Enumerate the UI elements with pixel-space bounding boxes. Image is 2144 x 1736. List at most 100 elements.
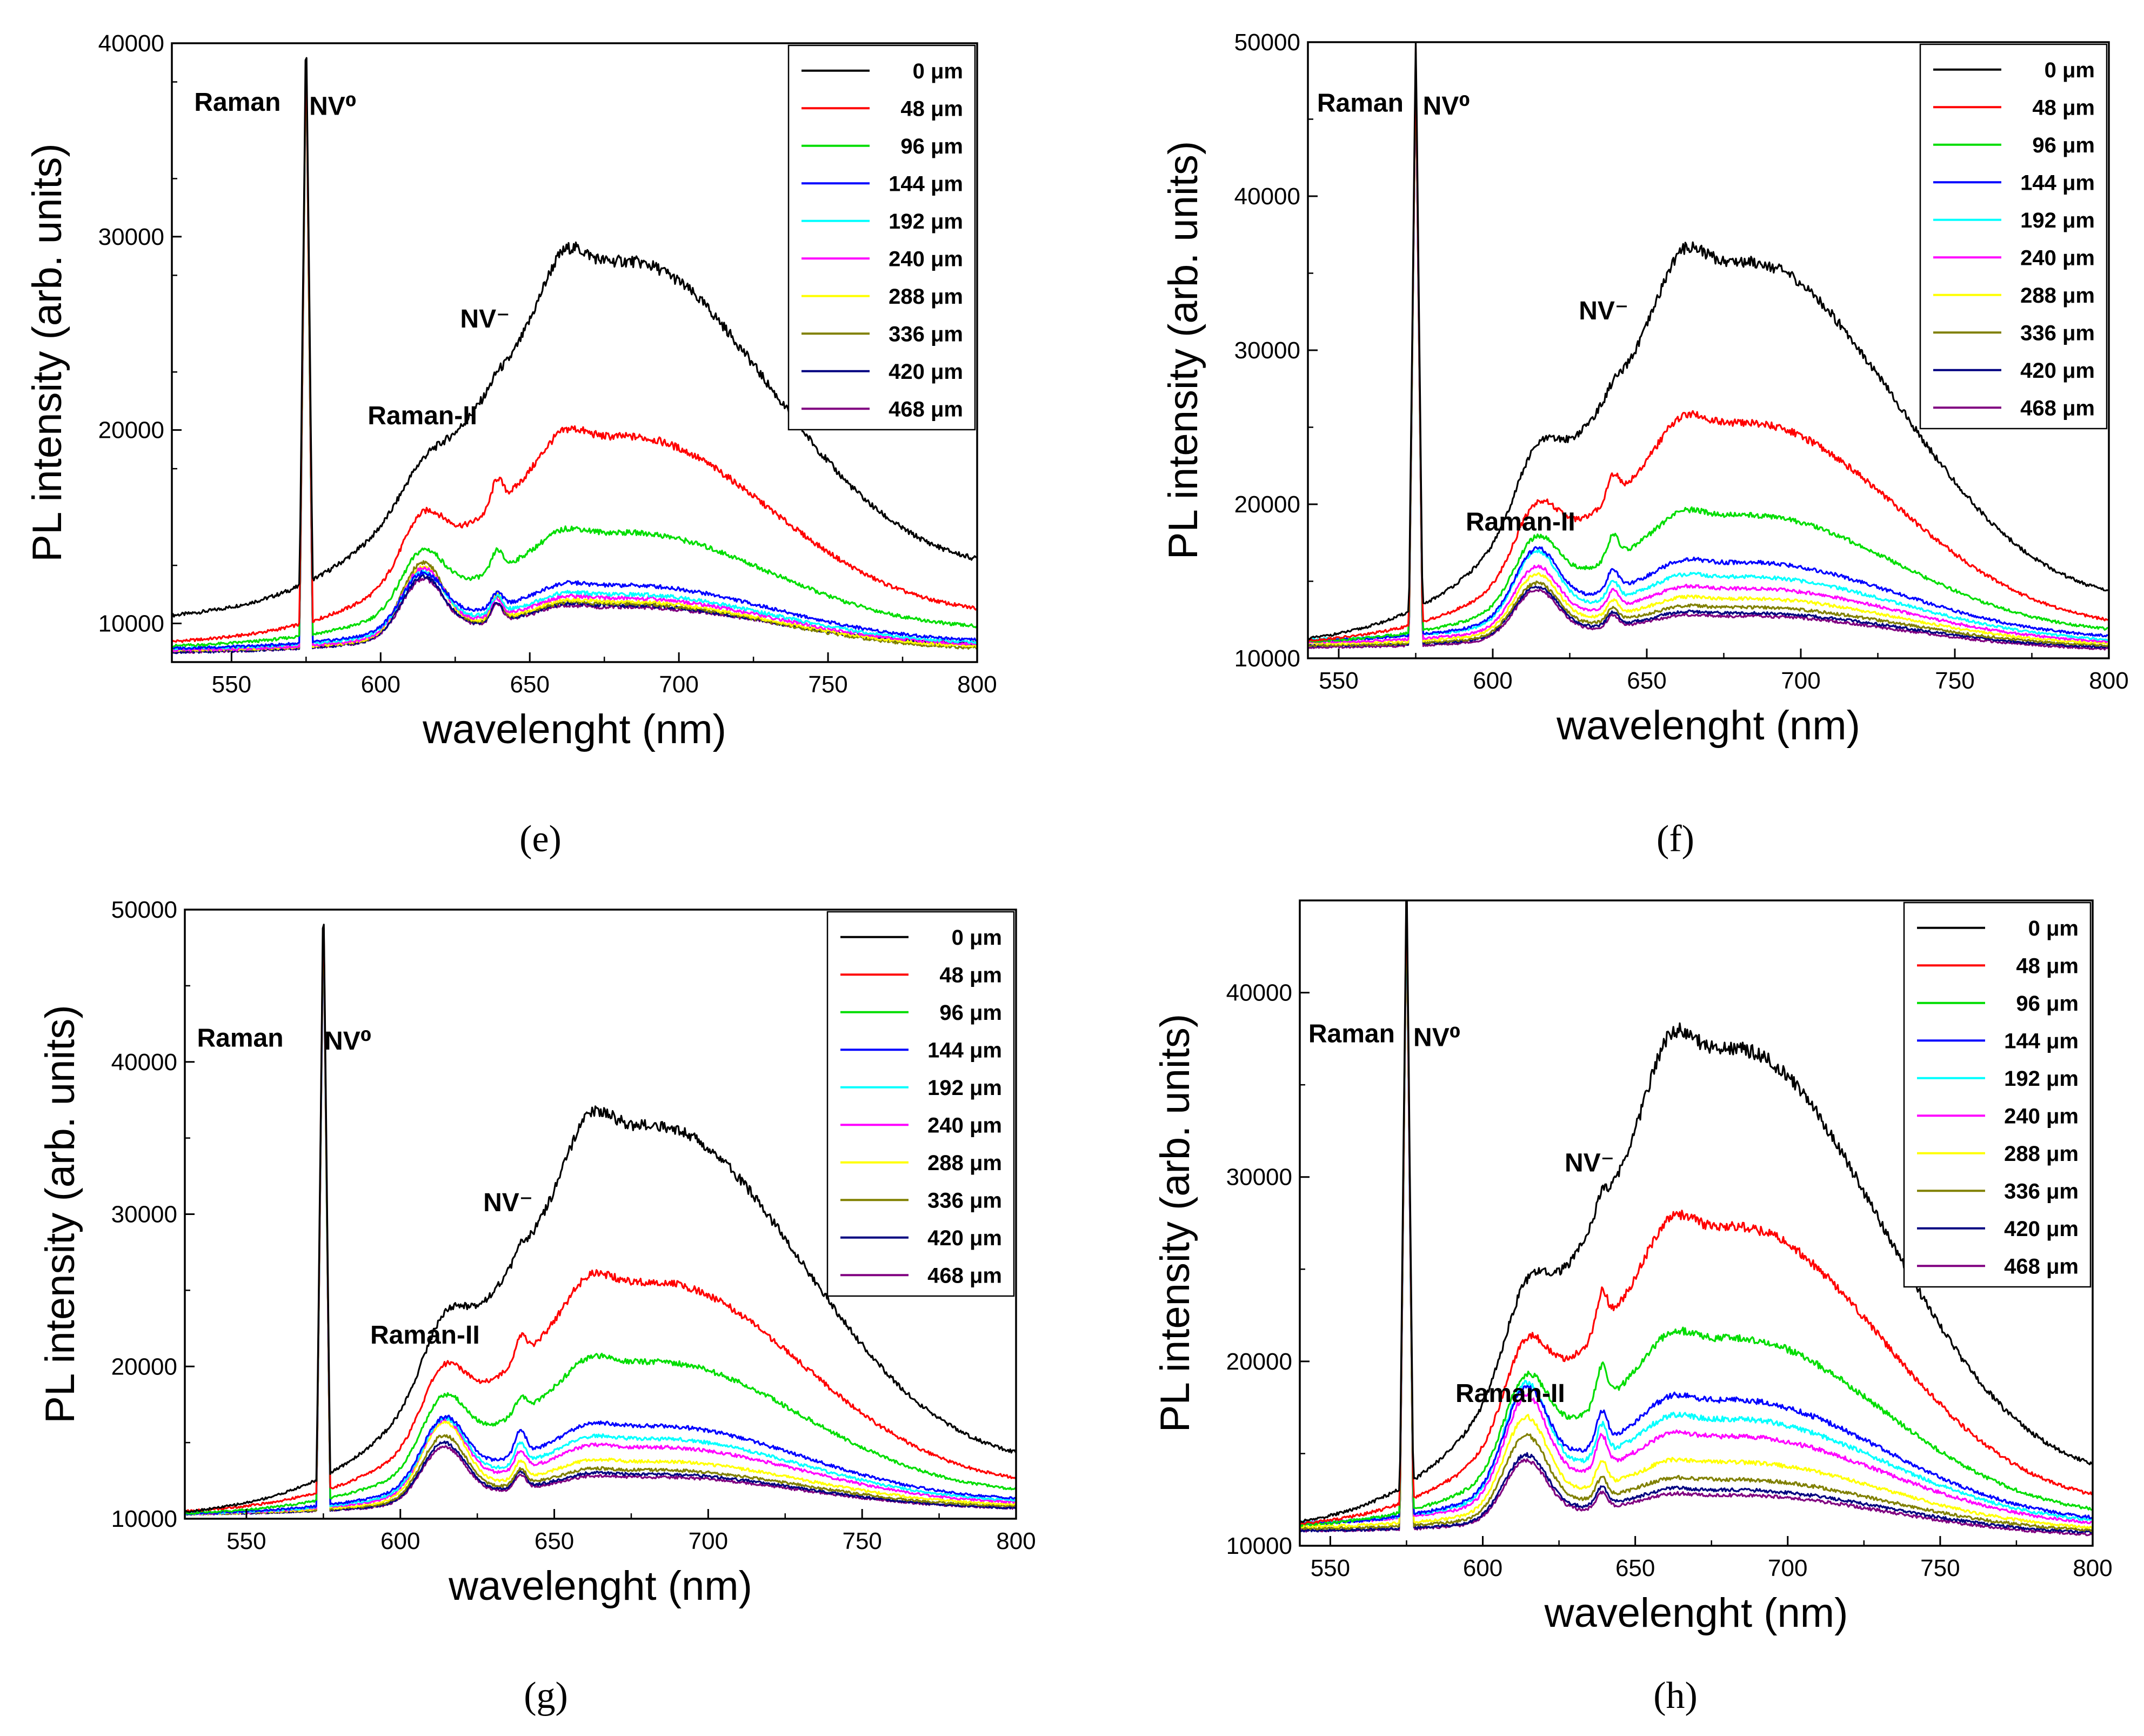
y-tick-label: 40000	[1226, 980, 1292, 1006]
series-group	[1308, 42, 2109, 651]
peak-annotation: NV⁰	[1423, 92, 1471, 121]
peak-annotation: Raman	[194, 88, 280, 117]
legend-entry: 48 μm	[939, 963, 1002, 987]
legend-box	[787, 44, 976, 431]
y-tick-label: 30000	[111, 1201, 177, 1228]
y-tick-label: 10000	[1234, 645, 1300, 672]
x-tick-label: 700	[1768, 1555, 1807, 1581]
legend: 0 μm 48 μm 96 μm 144 μm 192 μm 240 μm 288 μm 33…	[787, 44, 976, 431]
legend: 0 μm 48 μm 96 μm 144 μm 192 μm 240 μm 288 μm 33…	[826, 911, 1015, 1297]
series-line	[1300, 900, 2093, 1523]
series-line	[172, 57, 977, 618]
peak-annotation: Raman-II	[370, 1321, 480, 1350]
y-tick-label: 50000	[1234, 29, 1300, 56]
y-tick-label: 40000	[1234, 183, 1300, 210]
series-line	[1300, 900, 2093, 1532]
series-line	[1300, 900, 2093, 1525]
legend-entry: 48 μm	[2032, 96, 2095, 119]
legend: 0 μm 48 μm 96 μm 144 μm 192 μm 240 μm 288 μm 33…	[1903, 902, 2092, 1288]
x-tick-label: 550	[1311, 1555, 1350, 1581]
series-line	[1300, 900, 2093, 1526]
x-tick-label: 800	[996, 1528, 1036, 1554]
x-axis-title: wavelenght (nm)	[1544, 1590, 1848, 1636]
x-tick-label: 550	[226, 1528, 266, 1554]
y-axis-title: PL intensity (arb. units)	[1152, 1014, 1198, 1432]
peak-annotation: Raman	[197, 1024, 284, 1053]
x-tick-label: 750	[1935, 667, 1974, 694]
series-group	[185, 924, 1016, 1516]
y-tick-label: 30000	[1234, 337, 1300, 364]
series-line	[1300, 900, 2093, 1527]
peak-annotation: Raman-II	[368, 402, 477, 430]
plot-frame	[171, 42, 978, 663]
legend-entry: 288 μm	[2004, 1142, 2079, 1166]
y-tick-label: 20000	[1226, 1348, 1292, 1375]
panel-label: (e)	[519, 818, 562, 860]
legend-entry: 420 μm	[2004, 1217, 2079, 1241]
legend-entry: 144 μm	[2004, 1029, 2079, 1053]
chart-panel-e: 550 600 650 700 750 800 10000 20000 30000 40000 wa…	[24, 30, 997, 860]
legend-entry: 192 μm	[2020, 209, 2095, 232]
y-tick-label: 40000	[98, 30, 164, 57]
y-axis-title: PL intensity (arb. units)	[24, 143, 70, 562]
x-tick-label: 600	[1473, 667, 1512, 694]
x-tick-label: 650	[535, 1528, 574, 1554]
legend-entry: 336 μm	[2004, 1179, 2079, 1203]
legend-entry: 420 μm	[889, 360, 963, 384]
legend-entry: 48 μm	[900, 97, 963, 121]
series-line	[1308, 52, 2108, 642]
series-line	[1308, 46, 2108, 642]
legend-entry: 468 μm	[2004, 1254, 2079, 1278]
x-axis-title: wavelenght (nm)	[1556, 703, 1860, 749]
series-line	[185, 924, 1016, 1513]
legend-entry: 192 μm	[927, 1076, 1002, 1100]
legend-entry: 336 μm	[889, 322, 963, 346]
x-tick-label: 750	[1920, 1555, 1960, 1581]
series-line	[1308, 63, 2109, 644]
x-tick-label: 600	[361, 671, 400, 698]
peak-annotation: NV⁻	[1579, 297, 1628, 325]
x-tick-label: 550	[212, 671, 251, 698]
series-line	[1308, 62, 2109, 649]
x-tick-label: 600	[1463, 1555, 1502, 1581]
x-tick-label: 800	[957, 671, 997, 698]
y-axis-title: PL intensity (arb. units)	[37, 1005, 83, 1423]
x-tick-label: 650	[510, 671, 550, 698]
y-tick-label: 20000	[111, 1353, 177, 1380]
peak-annotation: NV⁻	[460, 305, 510, 333]
x-tick-label: 650	[1627, 667, 1666, 694]
legend-entry: 144 μm	[889, 172, 963, 196]
panel-label: (f)	[1657, 818, 1694, 860]
legend: 0 μm 48 μm 96 μm 144 μm 192 μm 240 μm 288 μm 33…	[1919, 43, 2108, 430]
legend-entry: 336 μm	[927, 1189, 1002, 1212]
legend-entry: 288 μm	[2020, 284, 2095, 308]
legend-entry: 240 μm	[2004, 1104, 2079, 1128]
legend-entry: 336 μm	[2020, 321, 2095, 345]
series-line	[1308, 62, 2108, 651]
legend-entry: 420 μm	[927, 1226, 1002, 1250]
series-line	[1308, 66, 2108, 647]
peak-annotation: NV⁻	[1565, 1149, 1614, 1177]
legend-entry: 48 μm	[2016, 954, 2079, 978]
y-tick-label: 20000	[1234, 491, 1300, 518]
x-tick-label: 650	[1615, 1555, 1655, 1581]
legend-entry: 0 μm	[952, 926, 1002, 950]
x-tick-label: 700	[1781, 667, 1820, 694]
x-axis-title: wavelenght (nm)	[448, 1563, 752, 1609]
y-tick-label: 10000	[111, 1506, 177, 1532]
legend-entry: 240 μm	[927, 1113, 1002, 1137]
legend-entry: 0 μm	[2045, 58, 2095, 82]
x-tick-label: 600	[380, 1528, 420, 1554]
legend-entry: 288 μm	[889, 285, 963, 309]
legend-entry: 144 μm	[927, 1038, 1002, 1062]
panel-label: (g)	[524, 1675, 568, 1717]
legend-entry: 420 μm	[2020, 359, 2095, 383]
legend-entry: 240 μm	[2020, 246, 2095, 270]
y-tick-label: 40000	[111, 1049, 177, 1076]
peak-annotation: Raman-II	[1455, 1379, 1565, 1408]
y-tick-label: 30000	[1226, 1164, 1292, 1191]
peak-annotation: NV⁰	[324, 1027, 372, 1056]
x-tick-label: 700	[659, 671, 698, 698]
legend-entry: 144 μm	[2020, 171, 2095, 195]
